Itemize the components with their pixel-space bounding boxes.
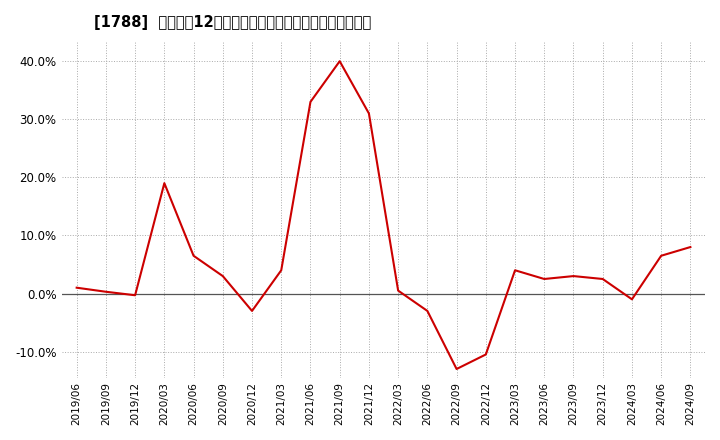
Text: [1788]  売上高の12か月移動合計の対前年同期増減率の推移: [1788] 売上高の12か月移動合計の対前年同期増減率の推移 xyxy=(94,15,372,30)
